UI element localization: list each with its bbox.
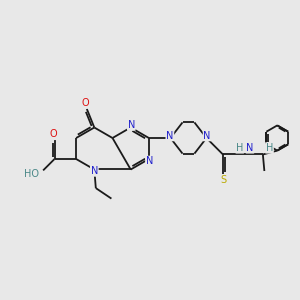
Text: HO: HO: [24, 169, 39, 179]
Text: N: N: [146, 156, 153, 167]
Text: O: O: [49, 129, 57, 140]
Text: N: N: [246, 143, 254, 153]
Text: H: H: [266, 143, 273, 153]
Text: N: N: [91, 166, 98, 176]
Text: O: O: [82, 98, 89, 108]
Text: N: N: [128, 120, 135, 130]
Text: S: S: [220, 175, 226, 185]
Text: N: N: [166, 130, 174, 141]
Text: N: N: [203, 130, 211, 141]
Text: H: H: [236, 143, 244, 153]
